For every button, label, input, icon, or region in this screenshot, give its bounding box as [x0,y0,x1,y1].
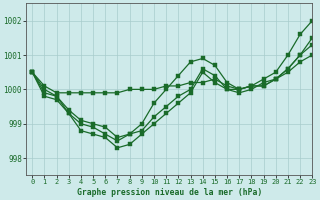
X-axis label: Graphe pression niveau de la mer (hPa): Graphe pression niveau de la mer (hPa) [76,188,262,197]
